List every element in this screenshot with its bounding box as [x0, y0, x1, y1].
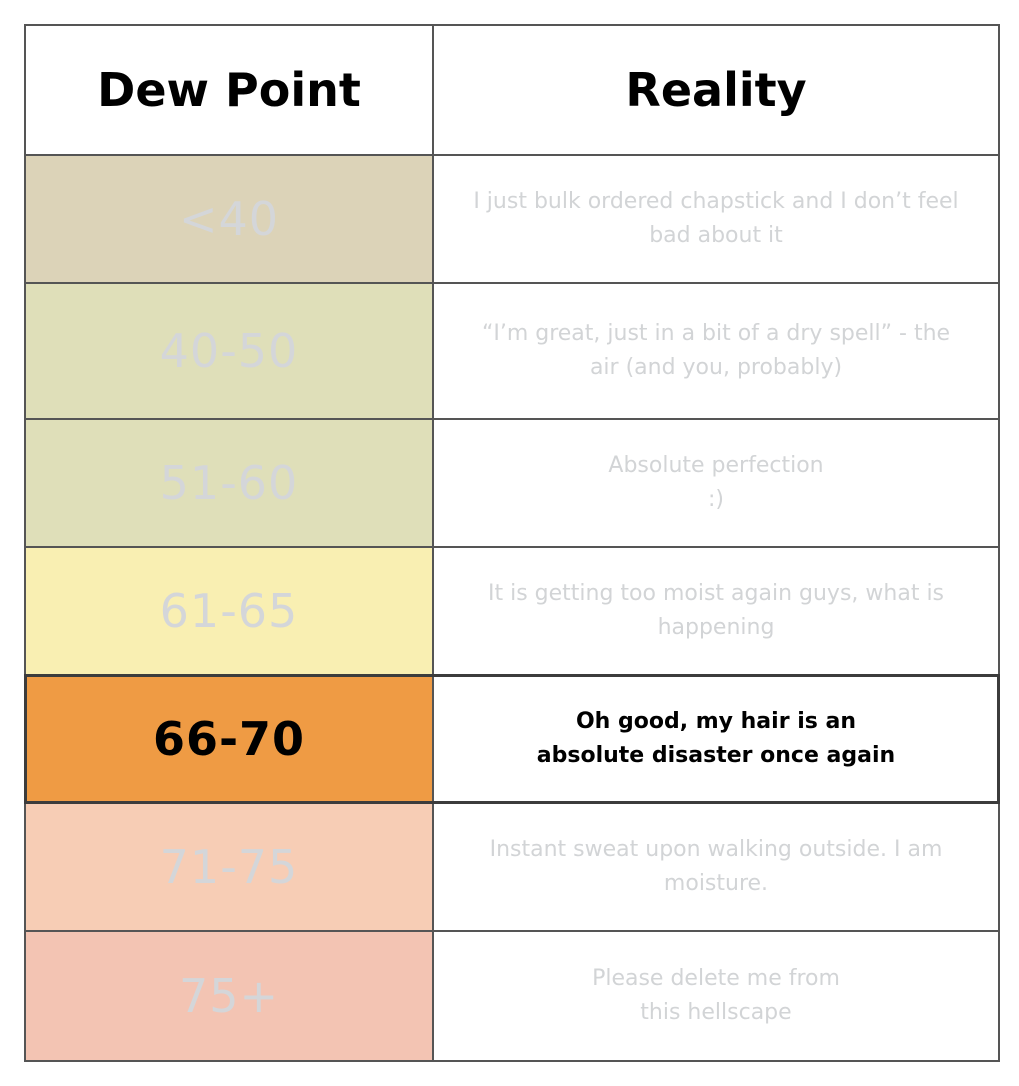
table-row: 71-75 Instant sweat upon walking outside…: [26, 804, 998, 930]
divider: [26, 546, 998, 548]
range-label: 71-75: [159, 840, 299, 894]
reality-text: I just bulk ordered chapstick and I don’…: [473, 189, 959, 248]
table-row: 61-65 It is getting too moist again guys…: [26, 548, 998, 674]
range-cell: 40-50: [26, 284, 434, 418]
range-cell: 66-70: [26, 676, 434, 802]
table-row: 51-60 Absolute perfection :): [26, 420, 998, 546]
range-label: 51-60: [159, 456, 299, 510]
header-cell-dew-point: Dew Point: [26, 26, 434, 154]
table-row: 40-50 “I’m great, just in a bit of a dry…: [26, 284, 998, 418]
header-cell-reality: Reality: [434, 26, 998, 154]
table-row: <40 I just bulk ordered chapstick and I …: [26, 156, 998, 282]
reality-cell: “I’m great, just in a bit of a dry spell…: [434, 284, 998, 418]
reality-text: “I’m great, just in a bit of a dry spell…: [481, 321, 951, 380]
range-label: 75+: [178, 969, 280, 1023]
reality-cell: Absolute perfection :): [434, 420, 998, 546]
reality-text: Please delete me from this hellscape: [592, 966, 840, 1025]
table-row-highlighted: 66-70 Oh good, my hair is an absolute di…: [26, 676, 998, 802]
dew-point-table: Dew Point Reality <40 I just bulk ordere…: [24, 24, 1000, 1062]
reality-text: Absolute perfection :): [608, 453, 824, 512]
reality-cell: I just bulk ordered chapstick and I don’…: [434, 156, 998, 282]
range-label: 40-50: [159, 324, 299, 378]
divider: [26, 282, 998, 284]
header-dew-point: Dew Point: [97, 63, 361, 117]
divider: [26, 418, 998, 420]
range-cell: 71-75: [26, 804, 434, 930]
range-label: 61-65: [159, 584, 299, 638]
reality-text: It is getting too moist again guys, what…: [487, 581, 945, 640]
reality-cell: Instant sweat upon walking outside. I am…: [434, 804, 998, 930]
reality-cell: It is getting too moist again guys, what…: [434, 548, 998, 674]
reality-cell: Please delete me from this hellscape: [434, 932, 998, 1060]
range-label: <40: [178, 192, 280, 246]
table-row: 75+ Please delete me from this hellscape: [26, 932, 998, 1060]
divider: [26, 154, 998, 156]
header-reality: Reality: [625, 63, 807, 117]
reality-cell: Oh good, my hair is an absolute disaster…: [434, 676, 998, 802]
divider: [26, 930, 998, 932]
header-row: Dew Point Reality: [26, 26, 998, 154]
range-cell: 75+: [26, 932, 434, 1060]
range-cell: 51-60: [26, 420, 434, 546]
range-cell: <40: [26, 156, 434, 282]
range-cell: 61-65: [26, 548, 434, 674]
reality-text: Instant sweat upon walking outside. I am…: [489, 837, 943, 896]
reality-text: Oh good, my hair is an absolute disaster…: [536, 709, 896, 768]
range-label: 66-70: [152, 712, 306, 766]
